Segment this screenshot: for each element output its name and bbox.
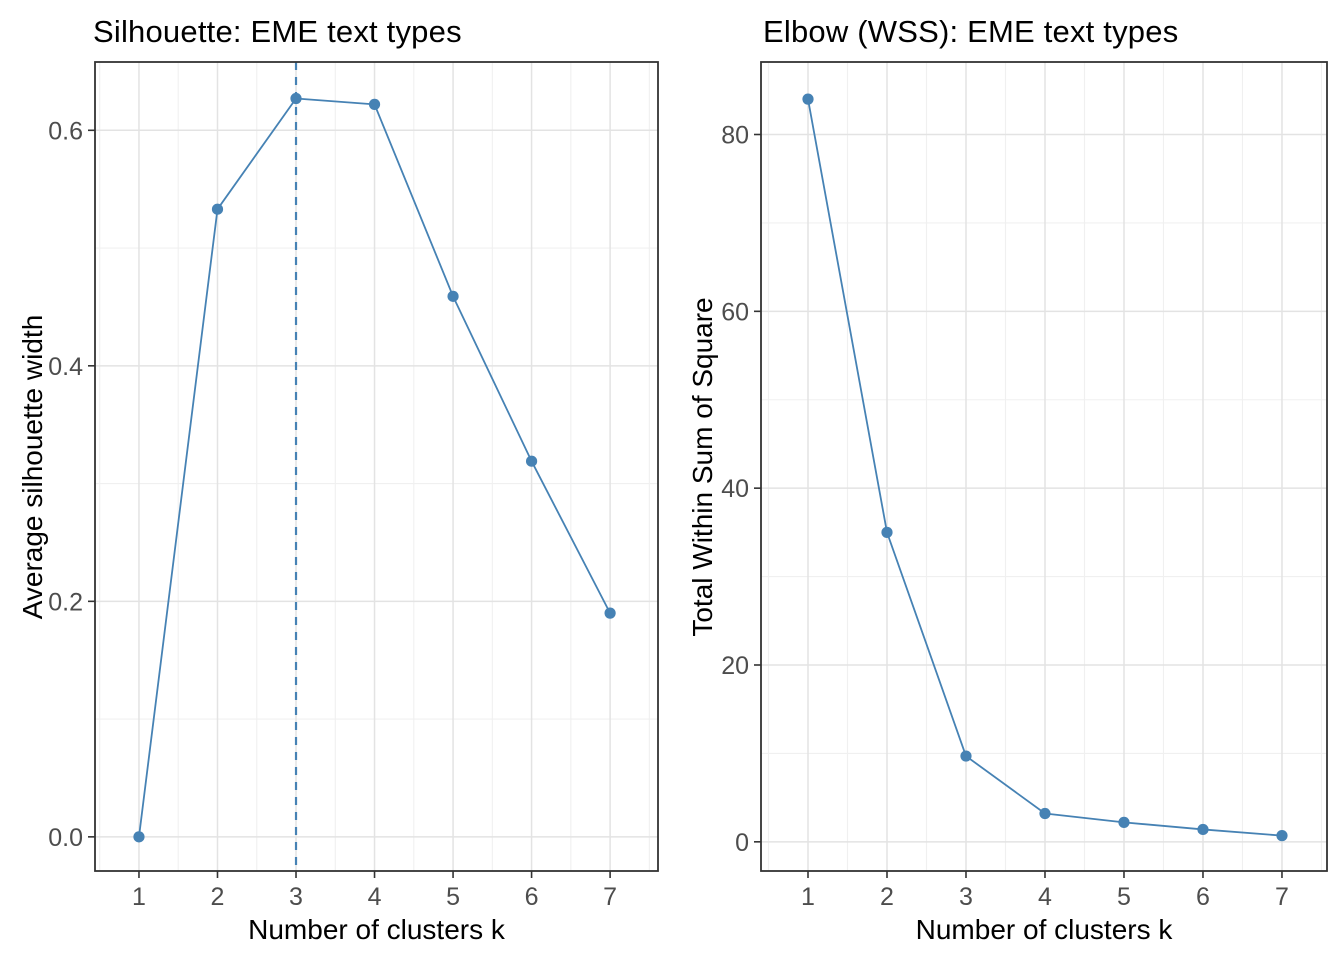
panel-background <box>95 62 658 871</box>
data-point <box>133 831 145 843</box>
y-tick-label: 0 <box>735 829 749 857</box>
chart-title: Elbow (WSS): EME text types <box>763 14 1179 49</box>
data-point <box>211 203 224 215</box>
x-tick-label: 7 <box>1275 883 1289 911</box>
elbow-wss-chart: Elbow (WSS): EME text types Total Within… <box>672 0 1344 960</box>
x-tick-label: 4 <box>1038 883 1052 911</box>
x-tick-label: 3 <box>959 883 973 911</box>
y-tick-label: 0.6 <box>48 117 83 145</box>
y-tick-label: 60 <box>721 298 749 326</box>
panel-border <box>760 61 1328 872</box>
y-tick-label: 0.4 <box>48 353 83 381</box>
data-point <box>960 750 972 762</box>
data-point <box>604 607 616 619</box>
panel-background <box>761 62 1327 871</box>
x-axis-label: Number of clusters k <box>248 914 505 945</box>
x-tick-label: 6 <box>525 883 539 911</box>
x-tick-label: 2 <box>211 883 225 911</box>
data-point <box>525 455 538 467</box>
y-tick-label: 40 <box>721 475 749 503</box>
data-point <box>802 93 814 105</box>
data-point <box>881 526 893 538</box>
x-tick-label: 6 <box>1196 883 1210 911</box>
panel-border <box>94 61 659 872</box>
silhouette-chart: Silhouette: EME text types Average silho… <box>17 14 659 945</box>
silhouette-plot-area: 1 2 3 4 5 6 7 0.0 0.2 0.4 0.6 <box>48 61 659 911</box>
data-point <box>1118 816 1130 828</box>
chart-title: Silhouette: EME text types <box>93 14 462 49</box>
y-tick-label: 0.0 <box>48 824 83 852</box>
data-point <box>1197 823 1209 836</box>
y-tick-label: 80 <box>721 122 749 150</box>
data-point <box>1276 830 1288 842</box>
x-tick-label: 1 <box>132 883 146 911</box>
x-tick-label: 4 <box>368 883 382 911</box>
data-point <box>290 92 302 105</box>
x-tick-label: 5 <box>446 883 460 911</box>
elbow-plot-area: 1 2 3 4 5 6 7 0 20 40 60 80 <box>721 61 1328 911</box>
x-tick-label: 7 <box>603 883 617 911</box>
data-point <box>368 98 381 110</box>
y-tick-label: 20 <box>721 652 749 680</box>
data-point <box>447 290 459 302</box>
data-point <box>1039 807 1051 820</box>
x-tick-label: 1 <box>801 883 815 911</box>
y-tick-label: 0.2 <box>48 588 83 616</box>
x-tick-label: 5 <box>1117 883 1131 911</box>
x-tick-label: 2 <box>880 883 894 911</box>
x-axis-label: Number of clusters k <box>915 914 1173 945</box>
x-tick-label: 3 <box>289 883 303 911</box>
